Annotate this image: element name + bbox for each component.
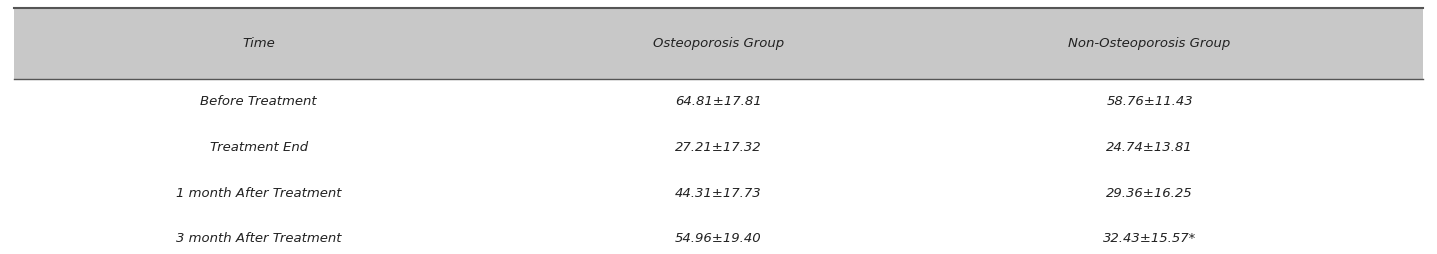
Text: 24.74±13.81: 24.74±13.81 [1106,141,1193,154]
Text: Non-Osteoporosis Group: Non-Osteoporosis Group [1069,37,1230,50]
Bar [14,8,1423,79]
Text: 3 month After Treatment: 3 month After Treatment [175,232,342,245]
Text: 1 month After Treatment: 1 month After Treatment [175,186,342,200]
Text: 64.81±17.81: 64.81±17.81 [675,95,762,108]
Text: Treatment End: Treatment End [210,141,308,154]
Text: 58.76±11.43: 58.76±11.43 [1106,95,1193,108]
Text: 27.21±17.32: 27.21±17.32 [675,141,762,154]
Text: 54.96±19.40: 54.96±19.40 [675,232,762,245]
Text: 44.31±17.73: 44.31±17.73 [675,186,762,200]
Text: 29.36±16.25: 29.36±16.25 [1106,186,1193,200]
Text: 32.43±15.57*: 32.43±15.57* [1104,232,1196,245]
Text: Osteoporosis Group: Osteoporosis Group [652,37,785,50]
Text: Before Treatment: Before Treatment [200,95,318,108]
Text: Time: Time [243,37,274,50]
